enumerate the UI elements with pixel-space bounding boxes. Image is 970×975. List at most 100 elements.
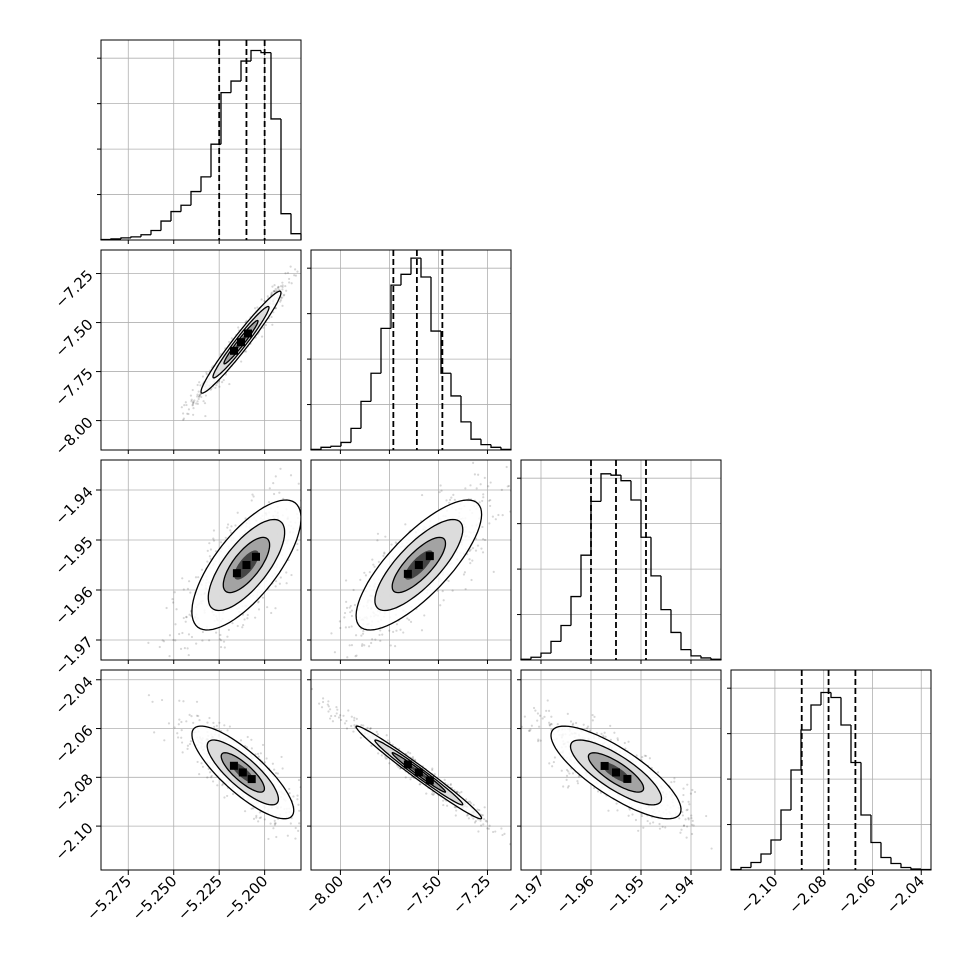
sample-point [278, 582, 281, 585]
sample-point [479, 483, 482, 486]
sample-point [549, 722, 553, 726]
sample-point [270, 292, 273, 295]
sample-point [297, 829, 300, 832]
sample-point [230, 337, 233, 340]
sample-point [453, 805, 456, 809]
sample-point [231, 792, 235, 796]
sample-point [482, 538, 485, 541]
sample-point [409, 778, 412, 781]
histogram-bar [680, 632, 691, 651]
sample-point [292, 795, 295, 798]
sample-point [337, 716, 341, 719]
sample-point [348, 817, 350, 819]
sample-point [652, 821, 655, 824]
sample-point [383, 552, 386, 555]
histogram-bar [430, 277, 441, 332]
sample-point [462, 573, 466, 576]
sample-point [253, 307, 257, 310]
sample-point [227, 628, 230, 631]
sample-point [512, 480, 514, 482]
sample-point [173, 726, 176, 729]
y-axis-3: −1.97 −1.96 −1.95 −1.94 [51, 483, 101, 678]
sample-point [318, 702, 321, 705]
sample-point [485, 820, 488, 823]
sample-point [480, 547, 483, 550]
sample-point [682, 793, 685, 797]
sample-point [500, 827, 503, 830]
histogram-bar [320, 446, 331, 450]
sample-point [343, 616, 346, 619]
sample-point [331, 720, 335, 723]
sample-point [474, 820, 477, 823]
histogram-bar [860, 762, 871, 816]
sample-point [506, 485, 509, 488]
sample-point [494, 518, 497, 521]
histogram-bar [910, 867, 921, 870]
sample-point [185, 403, 188, 407]
sample-point [316, 504, 318, 506]
sample-point [433, 773, 436, 776]
sample-point [483, 538, 487, 542]
sample-point [361, 632, 365, 635]
sample-point [317, 506, 319, 508]
sample-point [685, 836, 688, 839]
sample-point [296, 270, 299, 273]
sample-point [273, 768, 276, 771]
sample-point [637, 829, 640, 832]
sample-point [168, 634, 172, 637]
sample-point [187, 408, 191, 411]
sample-point [273, 290, 276, 293]
sample-point [425, 792, 428, 795]
sample-point [684, 818, 687, 821]
sample-point [473, 473, 476, 476]
sample-point [642, 826, 645, 829]
sample-point [470, 578, 473, 582]
sample-point [222, 640, 226, 643]
sample-point [244, 517, 247, 520]
sample-point [243, 618, 246, 621]
sample-point [268, 487, 271, 490]
y-tick-label: −2.06 [51, 721, 96, 766]
sample-point [377, 752, 380, 755]
sample-point [229, 529, 232, 532]
sample-point [328, 717, 332, 720]
sample-point [266, 606, 269, 609]
sample-point [311, 687, 314, 691]
sample-point [279, 467, 282, 470]
sample-point [380, 754, 383, 757]
x-tick-label: −1.96 [553, 872, 598, 917]
x-tick-label: −8.00 [302, 872, 347, 917]
sample-point [465, 814, 469, 817]
sample-point [423, 614, 426, 617]
sample-point [354, 634, 358, 637]
density-peak [242, 561, 251, 569]
y-tick-label: −1.94 [51, 483, 96, 528]
sample-point [281, 296, 284, 299]
sample-point [359, 578, 362, 581]
sample-point [333, 651, 337, 654]
sample-point [309, 246, 311, 248]
sample-point [362, 629, 365, 633]
sample-point [360, 634, 363, 637]
sample-point [384, 535, 387, 538]
sample-point [284, 284, 287, 288]
sample-point [528, 729, 531, 732]
sample-point [210, 776, 213, 779]
sample-point [705, 814, 708, 818]
sample-point [571, 723, 574, 727]
sample-point [199, 384, 202, 387]
histogram-bar [260, 50, 271, 54]
sample-point [370, 744, 373, 747]
sample-point [469, 548, 472, 551]
histogram-bar [360, 400, 371, 429]
sample-point [294, 274, 298, 277]
sample-point [649, 822, 652, 825]
sample-point [327, 710, 330, 713]
histogram-bar [670, 609, 681, 634]
sample-point [585, 727, 589, 730]
sample-point [184, 620, 187, 623]
sample-point [224, 536, 227, 539]
sample-point [475, 487, 478, 490]
histogram-bar [480, 439, 491, 446]
sample-point [190, 635, 194, 639]
